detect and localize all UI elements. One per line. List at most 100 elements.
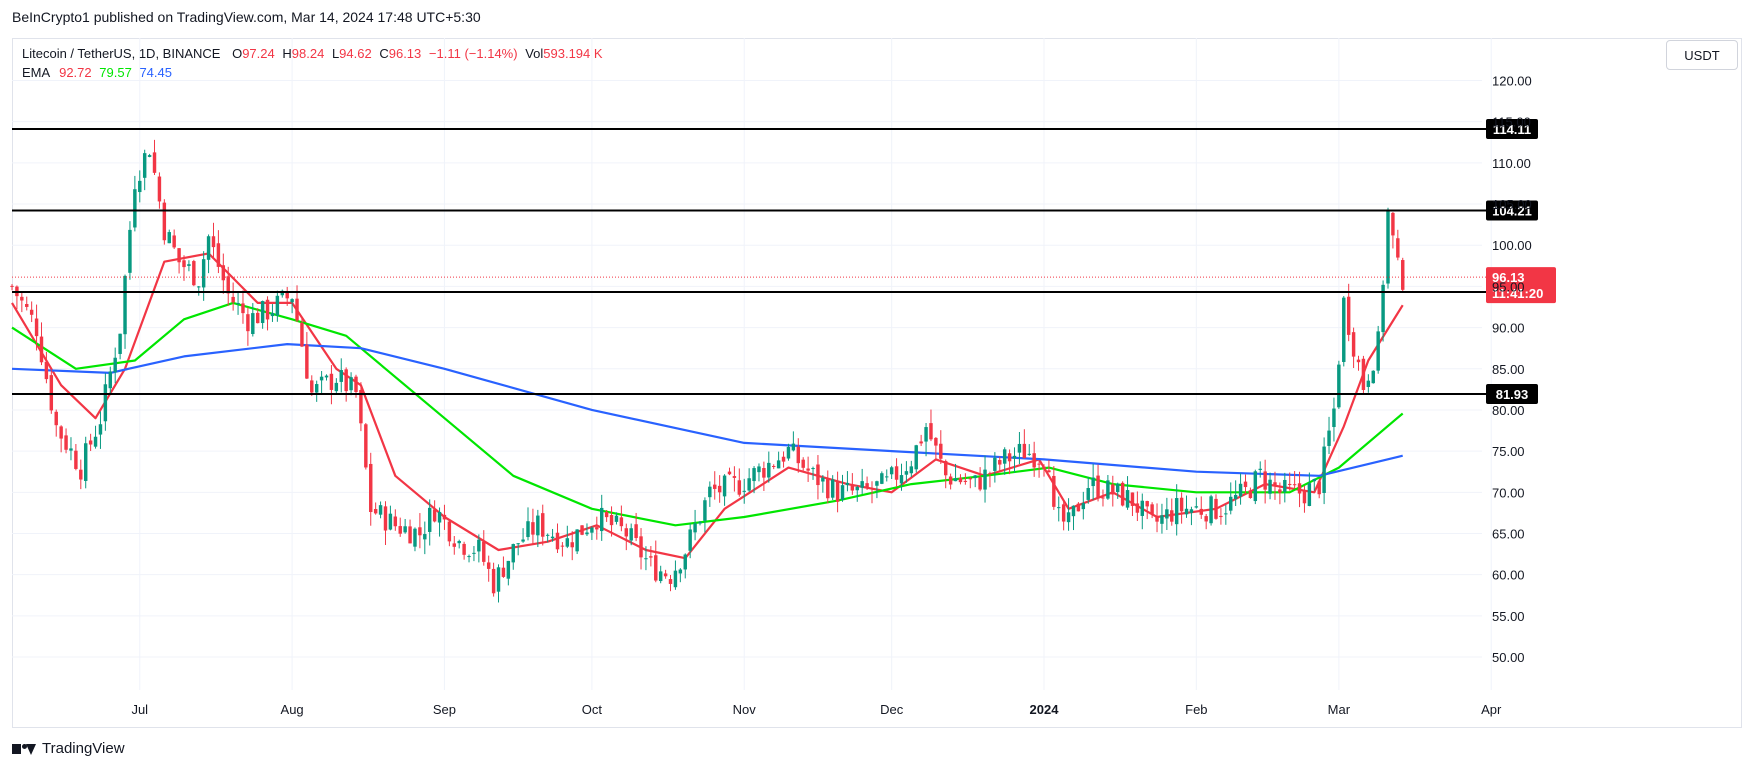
candle-body xyxy=(216,243,221,267)
x-tick-label: 2024 xyxy=(1030,702,1060,717)
candle-body xyxy=(1317,481,1321,495)
candle-body xyxy=(786,446,791,459)
y-tick-label: 75.00 xyxy=(1492,444,1525,459)
candle-body xyxy=(491,568,496,594)
candle-body xyxy=(1150,504,1154,515)
candle-body xyxy=(899,475,904,484)
candle-body xyxy=(79,469,83,480)
candle-body xyxy=(850,485,855,491)
candle-body xyxy=(1155,516,1159,522)
candle-body xyxy=(1302,490,1307,504)
candle-body xyxy=(44,361,49,380)
candle-body xyxy=(531,522,535,535)
candle-body xyxy=(496,567,501,592)
candle-body xyxy=(1322,446,1326,493)
candle-body xyxy=(801,459,805,468)
candle-body xyxy=(870,488,874,490)
candle-body xyxy=(1081,503,1086,510)
y-tick-label: 50.00 xyxy=(1492,650,1525,665)
candle-body xyxy=(251,313,255,335)
candle-body xyxy=(1066,512,1071,523)
level-badge xyxy=(1486,118,1538,139)
y-tick-label: 85.00 xyxy=(1492,362,1525,377)
candle-body xyxy=(157,176,162,202)
candle-body xyxy=(334,382,339,392)
candle-body xyxy=(580,525,584,535)
candle-body xyxy=(393,516,398,527)
candle-body xyxy=(939,443,943,459)
candle-body xyxy=(447,521,452,542)
candle-body xyxy=(1366,380,1371,387)
candle-body xyxy=(226,276,230,294)
candle-body xyxy=(1332,408,1336,428)
candle-body xyxy=(599,507,604,532)
symbol-title[interactable]: Litecoin / TetherUS, 1D, BINANCE xyxy=(22,46,221,61)
candle-body xyxy=(821,477,825,482)
candle-body xyxy=(123,275,127,335)
candle-body xyxy=(649,556,653,558)
close-label: C xyxy=(379,46,389,61)
candle-body xyxy=(1027,453,1031,455)
candle-body xyxy=(398,526,402,534)
candle-body xyxy=(118,333,122,354)
candle-body xyxy=(1165,509,1169,519)
candle-body xyxy=(1174,498,1179,525)
x-tick-label: Sep xyxy=(433,702,456,717)
candle-body xyxy=(1327,430,1331,446)
candle-body xyxy=(319,376,324,381)
candle-body xyxy=(1179,497,1184,512)
candle-body xyxy=(329,373,334,390)
candle-body xyxy=(1297,483,1302,494)
candle-body xyxy=(948,476,953,485)
candle-body xyxy=(727,471,732,475)
candle-body xyxy=(762,468,766,478)
candle-body xyxy=(1356,359,1361,363)
candle-body xyxy=(604,511,609,518)
candle-body xyxy=(211,236,216,248)
y-tick-label: 115.00 xyxy=(1492,115,1531,130)
candle-body xyxy=(1061,504,1066,522)
y-tick-label: 60.00 xyxy=(1492,568,1525,583)
high-value: 98.24 xyxy=(291,46,325,61)
candle-body xyxy=(265,299,270,320)
x-tick-label: Nov xyxy=(733,702,757,717)
candle-body xyxy=(408,526,412,544)
currency-button[interactable]: USDT xyxy=(1666,40,1738,70)
candle-body xyxy=(998,460,1002,465)
candle-body xyxy=(1120,482,1125,506)
candle-body xyxy=(889,467,894,475)
candle-body xyxy=(570,542,574,548)
y-tick-label: 105.00 xyxy=(1492,197,1532,212)
ema-label[interactable]: EMA xyxy=(22,65,50,80)
candle-body xyxy=(929,423,933,440)
candle-body xyxy=(698,522,702,524)
candle-body xyxy=(1401,260,1405,290)
candle-body xyxy=(344,369,348,392)
candle-body xyxy=(388,513,393,530)
candle-body xyxy=(177,248,181,263)
chart-frame[interactable] xyxy=(12,38,1742,728)
time-axis: Jul Aug Sep Oct Nov Dec 2024 Feb Mar Apr xyxy=(131,702,1502,717)
candle-body xyxy=(713,484,717,489)
candle-body xyxy=(172,235,176,248)
candle-body xyxy=(747,478,751,491)
candle-body xyxy=(1160,515,1164,524)
candle-body xyxy=(1199,508,1203,515)
candle-body xyxy=(1052,475,1056,507)
candle-body xyxy=(590,527,594,533)
candle-body xyxy=(138,180,142,193)
candle-body xyxy=(1022,443,1027,459)
ema-mid-line xyxy=(11,301,1404,527)
footer-brand[interactable]: TradingView xyxy=(12,740,125,757)
candle-body xyxy=(182,260,186,268)
y-tick-label: 65.00 xyxy=(1492,527,1525,542)
candle-body xyxy=(403,526,407,533)
candle-body xyxy=(113,357,117,373)
legend-ema-row: EMA 92.72 79.57 74.45 xyxy=(22,63,603,82)
candle-body xyxy=(59,426,63,439)
candle-body xyxy=(678,569,683,574)
x-tick-label: Dec xyxy=(880,702,904,717)
candle-body xyxy=(1140,500,1145,516)
level-badge xyxy=(1486,200,1538,221)
